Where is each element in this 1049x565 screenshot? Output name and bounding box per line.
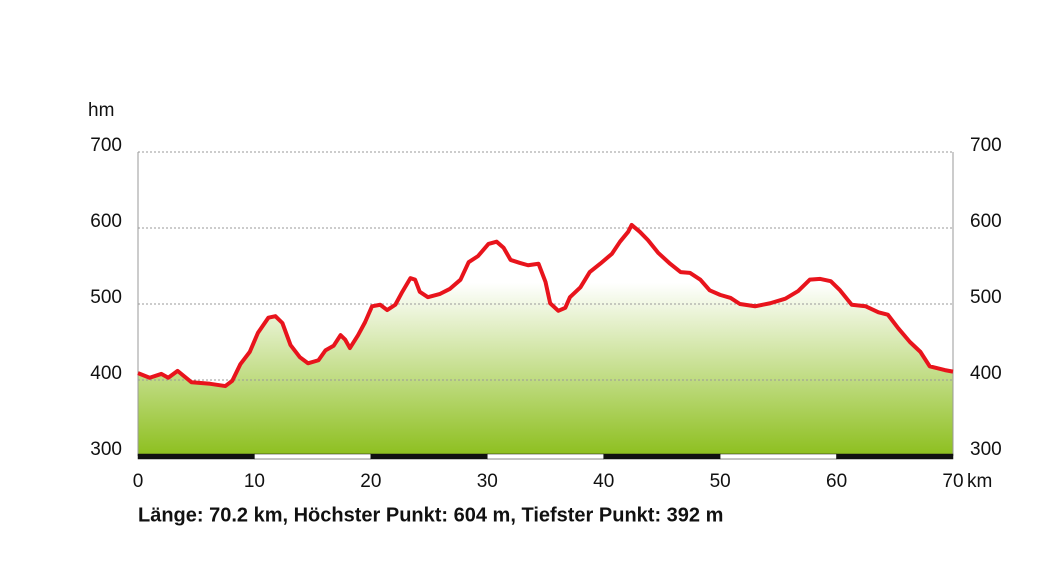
x-tick-label: 60 (826, 471, 847, 492)
y-tick-label: 400 (90, 363, 122, 384)
x-tick-label: 0 (133, 471, 144, 492)
scale-bar (370, 453, 488, 460)
area-fill (138, 224, 953, 456)
x-tick-label: 40 (593, 471, 614, 492)
y-tick-label: 700 (90, 135, 122, 156)
y2-tick-label: 500 (970, 287, 1002, 308)
scale-bar (137, 453, 255, 460)
scale-bar (487, 453, 604, 460)
y2-tick-label: 700 (970, 135, 1002, 156)
scale-bar (836, 453, 954, 460)
profile-line (137, 222, 954, 389)
x-tick-label: 20 (360, 471, 381, 492)
y-tick-label: 300 (90, 439, 122, 460)
y2-tick-label: 300 (970, 439, 1002, 460)
scale-bar (719, 453, 837, 460)
y2-tick-label: 600 (970, 211, 1002, 232)
summary: Länge: 70.2 km, Höchster Punkt: 604 m, T… (138, 504, 723, 526)
scale-bar (603, 453, 721, 460)
y-tick-label: 600 (90, 211, 122, 232)
y-axis-label: hm (88, 100, 114, 121)
x-tick-label: 30 (477, 471, 498, 492)
x-axis-label: km (967, 471, 992, 492)
x-tick-label: 70 (942, 471, 963, 492)
scale-bar (254, 453, 372, 460)
y2-tick-label: 400 (970, 363, 1002, 384)
x-tick-label: 50 (710, 471, 731, 492)
y-tick-label: 500 (90, 287, 122, 308)
x-tick-label: 10 (244, 471, 265, 492)
